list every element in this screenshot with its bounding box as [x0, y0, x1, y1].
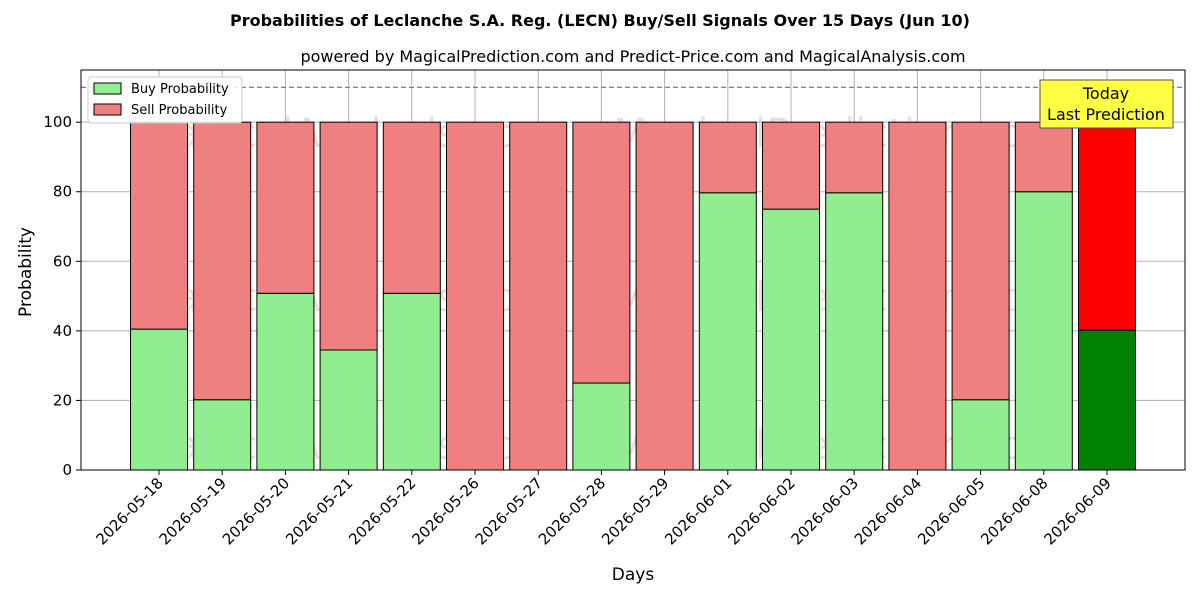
sell-bar	[1078, 121, 1136, 331]
sell-bar	[130, 121, 188, 330]
x-tick-label: 2026-06-04	[851, 474, 925, 548]
chart-subtitle: powered by MagicalPrediction.com and Pre…	[300, 47, 965, 66]
x-tick-label: 2026-05-19	[156, 474, 230, 548]
x-tick-label: 2026-05-29	[598, 474, 672, 548]
buy-bar	[193, 399, 252, 471]
x-tick-label: 2026-06-01	[661, 474, 735, 548]
buy-bar	[825, 192, 884, 471]
legend-label: Buy Probability	[131, 82, 229, 97]
y-tick-label: 80	[53, 183, 72, 201]
annotation-box	[1039, 79, 1174, 129]
y-axis-label: Probability	[16, 227, 36, 317]
buy-bar	[762, 208, 820, 471]
sell-bar	[825, 121, 884, 194]
legend: Buy Probability Sell Probability	[87, 76, 243, 124]
sell-bar	[572, 121, 631, 384]
chart-title: Probabilities of Leclanche S.A. Reg. (LE…	[230, 11, 970, 30]
x-tick-label: 2026-05-27	[472, 474, 546, 548]
x-axis-label: Days	[612, 565, 655, 585]
x-tick-label: 2026-06-08	[977, 474, 1051, 548]
x-tick-label: 2026-06-05	[914, 474, 988, 548]
x-tick-label: 2026-05-26	[408, 474, 482, 548]
axes-frame	[80, 69, 1186, 471]
sell-bar	[382, 121, 441, 294]
buy-bar	[1014, 191, 1073, 471]
x-tick-label: 2026-05-18	[92, 474, 166, 548]
sell-bar	[1014, 121, 1073, 193]
sell-bar	[256, 121, 315, 294]
legend-label: Sell Probability	[131, 103, 228, 118]
x-tick-label: 2026-05-22	[345, 474, 419, 548]
sell-bar	[888, 121, 947, 471]
buy-bar	[572, 382, 631, 471]
x-tick-label: 2026-05-28	[535, 474, 609, 548]
annotation-line2: Last Prediction	[1047, 105, 1165, 124]
legend-swatch	[93, 103, 122, 116]
today-annotation: Today Last Prediction	[1039, 79, 1174, 129]
y-tick-label: 60	[53, 252, 72, 270]
buy-bar	[951, 399, 1010, 471]
buy-bar	[382, 292, 441, 471]
y-tick-label: 0	[62, 461, 72, 479]
buy-bar	[319, 349, 378, 471]
sell-bar	[193, 121, 252, 401]
sell-bar	[635, 121, 694, 471]
x-tick-label: 2026-06-02	[724, 474, 798, 548]
legend-box	[87, 76, 243, 124]
buy-bar	[1078, 329, 1136, 471]
x-tick-label: 2026-05-21	[282, 474, 356, 548]
sell-bar	[509, 121, 568, 471]
buy-bar	[130, 328, 188, 471]
buy-bar	[256, 292, 315, 471]
legend-swatch	[93, 82, 122, 95]
sell-bar	[319, 121, 378, 351]
y-tick-label: 40	[53, 322, 72, 340]
annotation-line1: Today	[1082, 84, 1129, 103]
x-tick-label: 2026-05-20	[219, 474, 293, 548]
plot-area: MagicalAnalysis.comMagicalPrediction.com…	[43, 69, 1186, 548]
x-tick-label: 2026-06-09	[1040, 474, 1114, 548]
sell-bar	[698, 121, 757, 194]
x-tick-label: 2026-06-03	[788, 474, 862, 548]
y-tick-label: 20	[53, 391, 72, 409]
y-tick-label: 100	[43, 113, 72, 131]
sell-bar	[762, 121, 820, 210]
buy-bar	[698, 192, 757, 471]
sell-bar	[446, 121, 504, 471]
sell-bar	[951, 121, 1010, 401]
